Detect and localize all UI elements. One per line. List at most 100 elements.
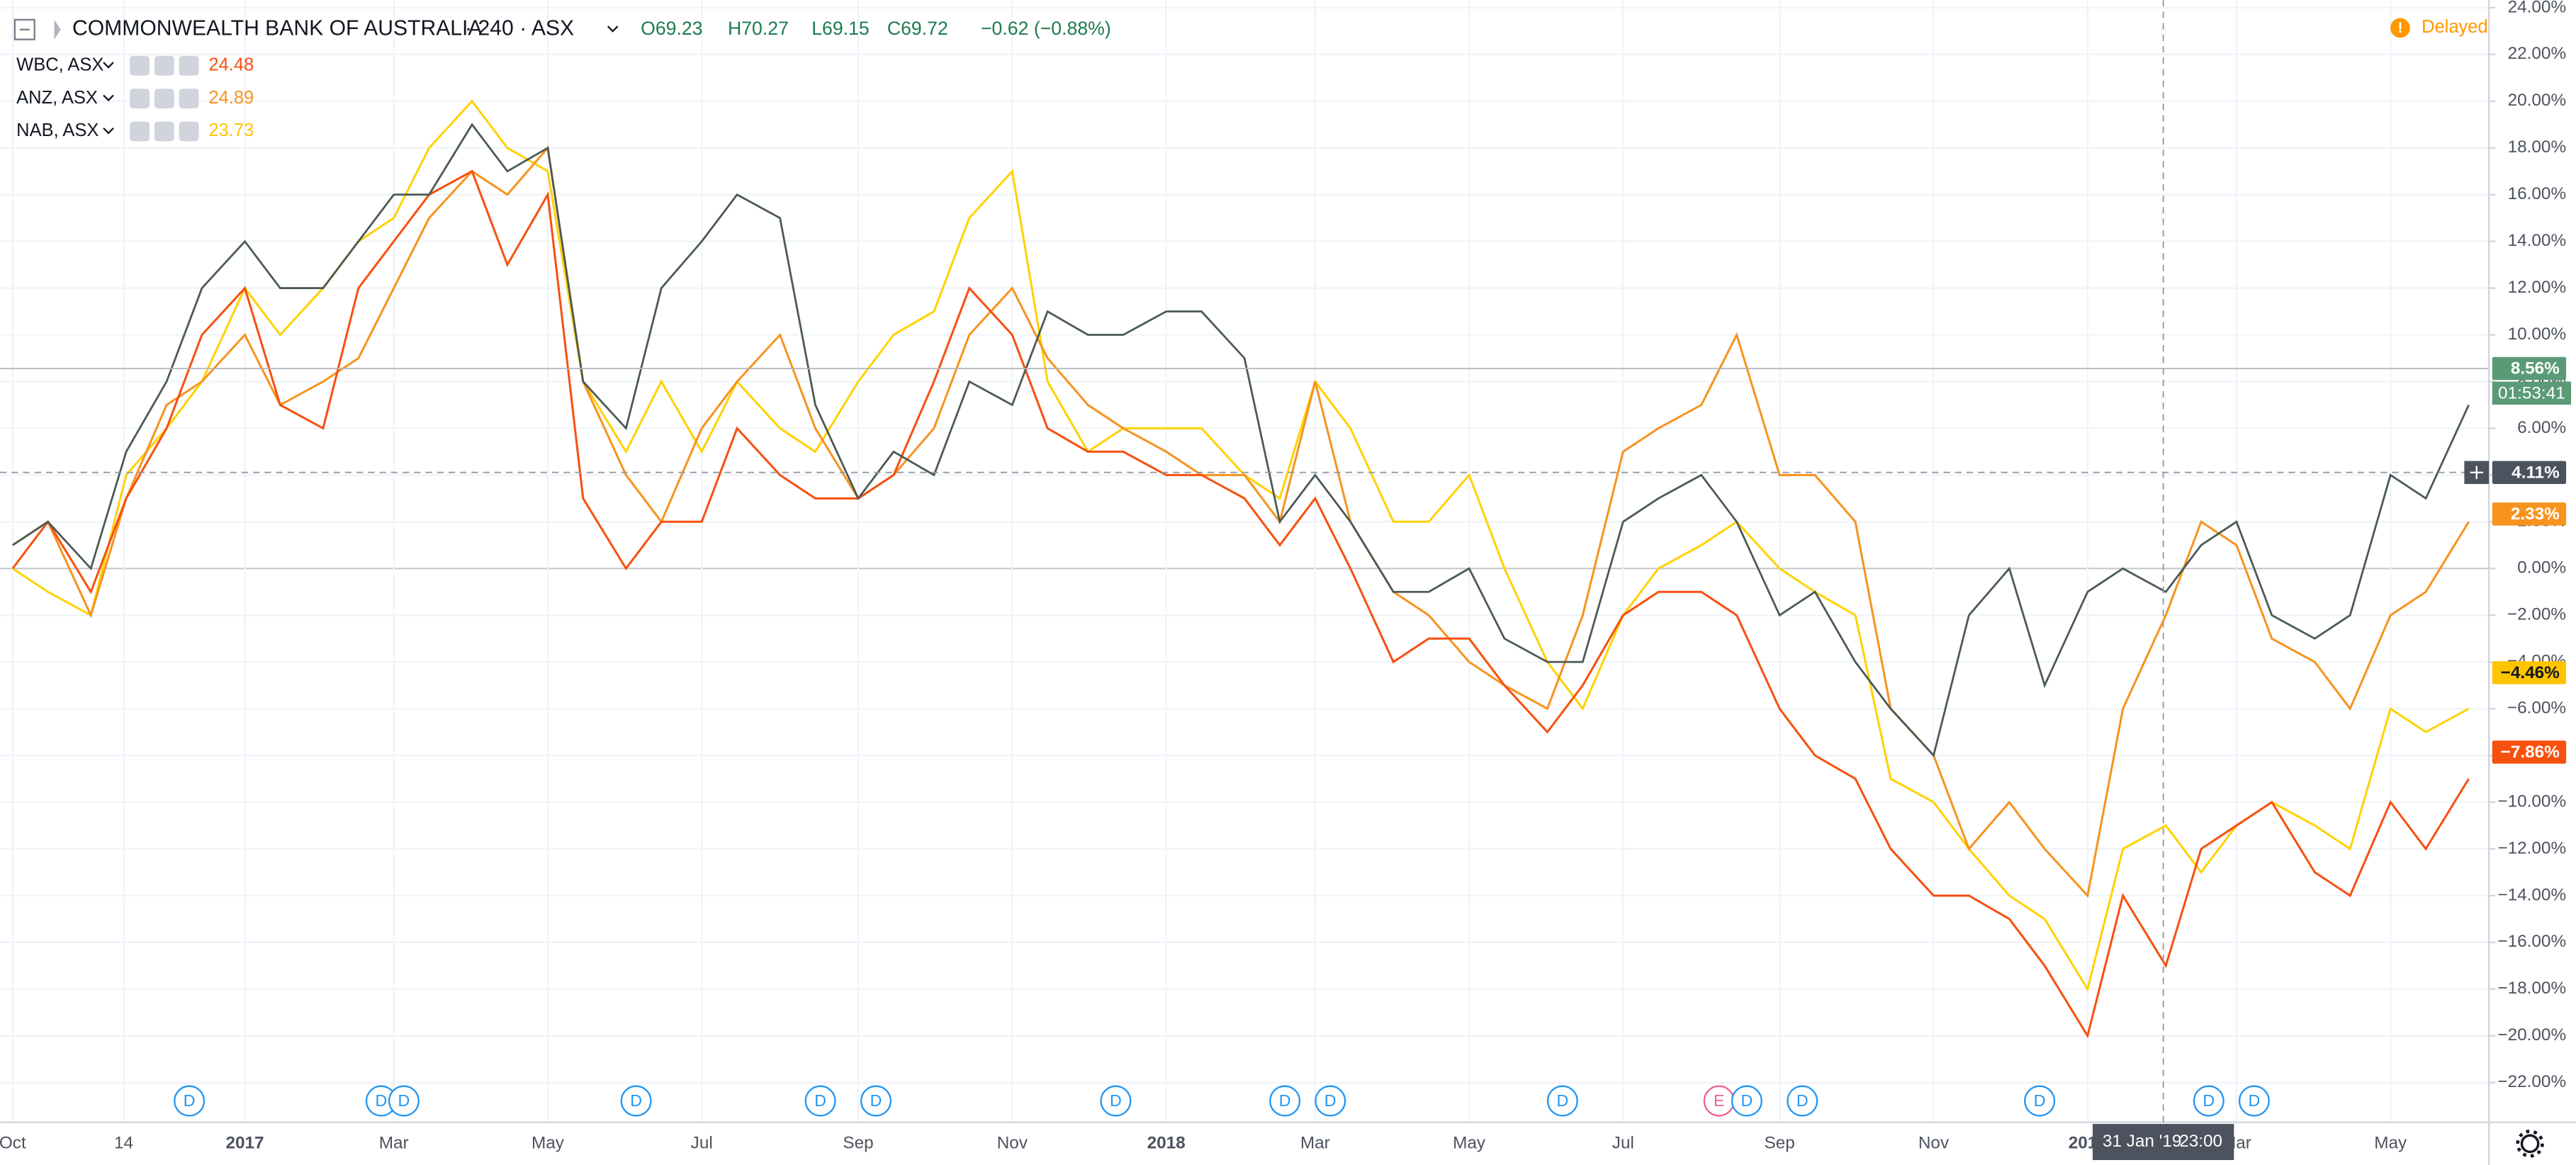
event-label: D bbox=[1324, 1091, 1337, 1110]
event-label: D bbox=[814, 1091, 826, 1110]
countdown: 01:53:41 bbox=[2498, 383, 2565, 403]
event-label: D bbox=[870, 1091, 882, 1110]
event-label: D bbox=[1557, 1091, 1569, 1110]
event-label: D bbox=[375, 1091, 387, 1110]
y-tick-label: −14.00% bbox=[2497, 885, 2566, 904]
event-marker[interactable] bbox=[620, 1085, 652, 1117]
series-line bbox=[12, 123, 2470, 758]
legend-name[interactable]: ANZ, ASX bbox=[16, 88, 98, 108]
legend-eye-button[interactable] bbox=[130, 89, 150, 109]
legend-settings-button[interactable] bbox=[154, 55, 174, 76]
x-tick-label: 2018 bbox=[1147, 1133, 1186, 1152]
delayed-status: Delayed bbox=[2422, 17, 2488, 37]
legend-eye-button[interactable] bbox=[130, 55, 150, 76]
event-marker[interactable] bbox=[2193, 1085, 2225, 1117]
crosshair-x-label-box bbox=[2092, 1124, 2234, 1161]
event-marker[interactable] bbox=[860, 1085, 892, 1117]
collapse-icon[interactable] bbox=[13, 18, 35, 40]
series-line bbox=[11, 145, 2470, 899]
low: L69.15 bbox=[811, 18, 870, 39]
event-label: D bbox=[2203, 1091, 2215, 1110]
settings-gear[interactable] bbox=[2516, 1130, 2544, 1158]
event-marker[interactable] bbox=[174, 1085, 206, 1117]
legend-chevron[interactable] bbox=[103, 128, 114, 135]
legend-remove-button[interactable] bbox=[179, 89, 199, 109]
x-tick-label: Oct bbox=[0, 1133, 26, 1152]
last-value-label: 8.56% bbox=[2511, 359, 2560, 378]
symbol-meta: · 240 · ASX bbox=[465, 17, 574, 40]
y-tick-label: 20.00% bbox=[2508, 91, 2567, 110]
crosshair-time: 23:00 bbox=[2179, 1132, 2222, 1151]
plot bbox=[0, 99, 2490, 1039]
event-marker[interactable] bbox=[1269, 1085, 1301, 1117]
symbol-icon bbox=[54, 19, 61, 40]
legend-price: 24.89 bbox=[208, 88, 254, 108]
x-tick-label: Nov bbox=[997, 1133, 1028, 1152]
event-marker[interactable] bbox=[388, 1085, 420, 1117]
y-tick-label: 22.00% bbox=[2508, 44, 2567, 63]
x-tick-label: Jul bbox=[691, 1133, 713, 1152]
event-marker[interactable] bbox=[1546, 1085, 1578, 1117]
last-value-label-box bbox=[2492, 356, 2567, 381]
event-label: D bbox=[184, 1091, 196, 1110]
event-label: D bbox=[2249, 1091, 2261, 1110]
legend-price: 23.73 bbox=[208, 120, 254, 140]
event-marker[interactable] bbox=[804, 1085, 836, 1117]
last-value-label-box bbox=[2492, 502, 2567, 526]
crosshair-y-label-box bbox=[2492, 461, 2567, 484]
legend-settings-button[interactable] bbox=[154, 121, 174, 142]
y-tick-label: −6.00% bbox=[2507, 699, 2566, 718]
legend-name[interactable]: NAB, ASX bbox=[16, 120, 99, 140]
y-tick-label: −10.00% bbox=[2497, 792, 2566, 811]
countdown-box bbox=[2492, 381, 2572, 405]
close: C69.72 bbox=[887, 18, 948, 39]
event-marker[interactable] bbox=[1315, 1085, 1346, 1117]
series-line bbox=[11, 169, 2470, 1039]
y-tick-label: −20.00% bbox=[2497, 1025, 2566, 1045]
event-marker[interactable] bbox=[1731, 1085, 1762, 1117]
legend-remove-button[interactable] bbox=[179, 55, 199, 76]
legend-chevron[interactable] bbox=[103, 94, 114, 102]
x-tick-label: May bbox=[2374, 1133, 2407, 1152]
y-tick-label: 10.00% bbox=[2508, 325, 2567, 344]
legend-price: 24.48 bbox=[208, 55, 254, 74]
x-tick-label: Sep bbox=[843, 1133, 873, 1152]
legend-remove-button[interactable] bbox=[179, 121, 199, 142]
legend-chevron[interactable] bbox=[103, 62, 114, 69]
delayed-icon-mark: ! bbox=[2397, 20, 2402, 36]
gear-ring bbox=[2520, 1134, 2540, 1154]
event-marker[interactable] bbox=[1787, 1085, 1818, 1117]
crosshair-plus bbox=[2470, 466, 2484, 479]
y-tick-label: −16.00% bbox=[2497, 932, 2566, 951]
legend-name[interactable]: WBC, ASX bbox=[16, 55, 103, 74]
legend-eye-button[interactable] bbox=[130, 121, 150, 142]
x-tick-label: 14 bbox=[114, 1133, 133, 1152]
event-marker[interactable] bbox=[2024, 1085, 2056, 1117]
y-tick-label: 14.00% bbox=[2508, 231, 2567, 250]
chevron[interactable] bbox=[607, 26, 619, 33]
y-tick-label: −2.00% bbox=[2507, 605, 2566, 624]
y-tick-label: 24.00% bbox=[2508, 0, 2567, 16]
open: O69.23 bbox=[641, 18, 702, 39]
y-tick-label: 12.00% bbox=[2508, 278, 2567, 297]
y-tick-label: 16.00% bbox=[2508, 184, 2567, 203]
crosshair-date: 31 Jan '19 bbox=[2103, 1132, 2182, 1151]
y-tick-label: 6.00% bbox=[2517, 418, 2566, 437]
gear-teeth bbox=[2516, 1130, 2544, 1158]
legend-settings-button[interactable] bbox=[154, 89, 174, 109]
event-marker[interactable] bbox=[2238, 1085, 2270, 1117]
grid bbox=[0, 0, 2490, 1122]
symbol-name[interactable]: COMMONWEALTH BANK OF AUSTRALIA bbox=[72, 17, 483, 40]
event-marker[interactable] bbox=[1100, 1085, 1132, 1117]
last-value-label: 2.33% bbox=[2511, 505, 2560, 524]
x-tick-label: Mar bbox=[379, 1133, 409, 1152]
event-label: D bbox=[398, 1091, 410, 1110]
crosshair-y-label: 4.11% bbox=[2512, 463, 2560, 482]
delayed-icon bbox=[2390, 18, 2410, 38]
event-label: D bbox=[630, 1091, 642, 1110]
event-label: D bbox=[1796, 1091, 1809, 1110]
